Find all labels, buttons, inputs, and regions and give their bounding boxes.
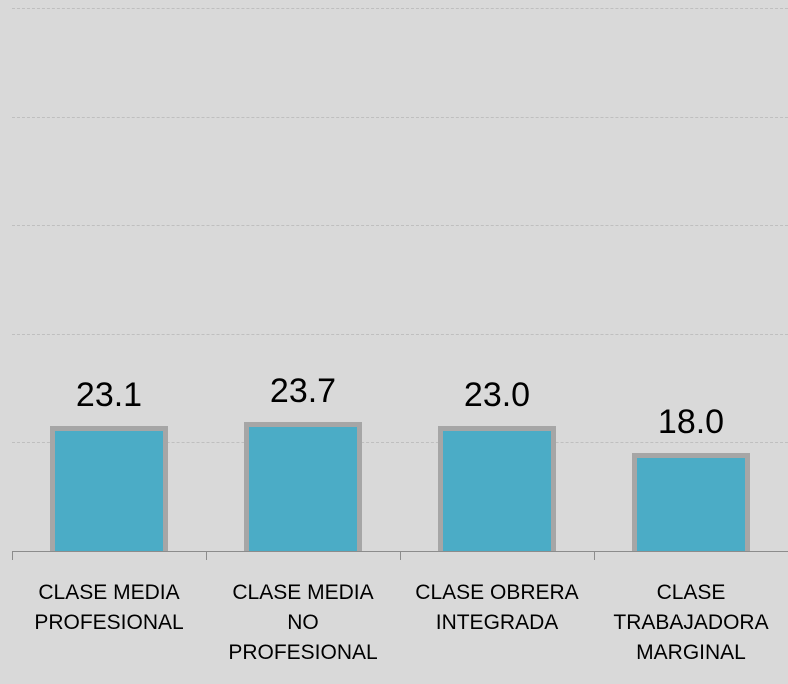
x-tick-label: CLASE OBRERA INTEGRADA [415,581,579,634]
grid-line [12,333,788,335]
x-tick-label: CLASE TRABAJADORA MARGINAL [613,581,769,664]
grid-line [12,8,788,9]
grid-line [12,442,788,444]
x-tick [12,551,13,560]
bar [50,425,168,551]
x-tick-label: CLASE MEDIA PROFESIONAL [34,581,184,634]
value-label: 18.0 [657,403,725,442]
grid-line [12,225,788,227]
x-tick-label: CLASE MEDIA NO PROFESIONAL [228,581,378,664]
bar [438,426,556,551]
x-tick [594,551,595,560]
value-label: 23.1 [75,375,143,414]
grid-line [12,116,788,118]
bar [632,453,750,551]
bar [244,422,362,551]
value-label: 23.0 [463,376,531,415]
value-label: 23.7 [269,372,337,411]
x-tick [400,551,401,560]
x-tick [206,551,207,560]
